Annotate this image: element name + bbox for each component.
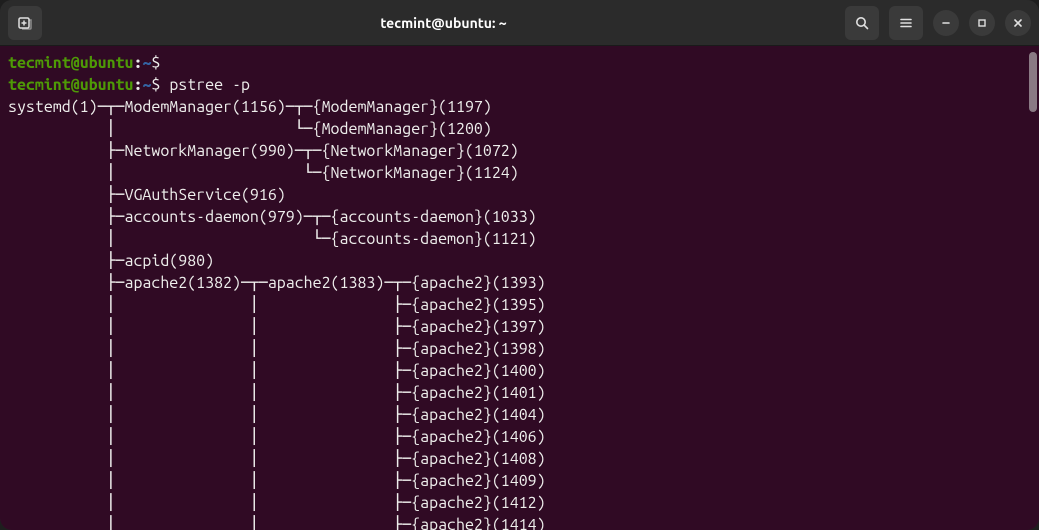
output-line: │ └─{accounts-daemon}(1121) <box>8 228 1031 250</box>
output-line: │ │ ├─{apache2}(1398) <box>8 338 1031 360</box>
output-line: │ │ ├─{apache2}(1400) <box>8 360 1031 382</box>
output-line: ├─apache2(1382)─┬─apache2(1383)─┬─{apach… <box>8 272 1031 294</box>
output-line: ├─acpid(980) <box>8 250 1031 272</box>
output-line: │ │ ├─{apache2}(1406) <box>8 426 1031 448</box>
prompt-at: @ <box>71 76 80 94</box>
maximize-icon <box>976 17 988 29</box>
scrollbar-thumb[interactable] <box>1029 52 1037 112</box>
command-text: pstree -p <box>169 76 250 94</box>
prompt-host: ubuntu <box>80 76 134 94</box>
new-tab-icon <box>17 15 33 31</box>
command-output: systemd(1)─┬─ModemManager(1156)─┬─{Modem… <box>8 96 1031 530</box>
titlebar: tecmint@ubuntu: ~ <box>0 0 1039 46</box>
titlebar-right <box>845 6 1031 40</box>
output-line: │ └─{NetworkManager}(1124) <box>8 162 1031 184</box>
output-line: │ │ ├─{apache2}(1395) <box>8 294 1031 316</box>
minimize-button[interactable] <box>933 10 959 36</box>
titlebar-left <box>8 6 42 40</box>
output-line: │ │ ├─{apache2}(1414) <box>8 514 1031 530</box>
window-title: tecmint@ubuntu: ~ <box>48 15 839 31</box>
output-line: ├─NetworkManager(990)─┬─{NetworkManager}… <box>8 140 1031 162</box>
terminal-body[interactable]: tecmint@ubuntu:~$ tecmint@ubuntu:~$ pstr… <box>0 46 1039 530</box>
prompt-user: tecmint <box>8 76 71 94</box>
search-button[interactable] <box>845 6 879 40</box>
output-line: │ └─{ModemManager}(1200) <box>8 118 1031 140</box>
hamburger-icon <box>898 15 914 31</box>
output-line: │ │ ├─{apache2}(1397) <box>8 316 1031 338</box>
menu-button[interactable] <box>889 6 923 40</box>
prompt-symbol: $ <box>151 76 160 94</box>
prompt-user: tecmint <box>8 54 71 72</box>
close-button[interactable] <box>1005 10 1031 36</box>
output-line: │ │ ├─{apache2}(1404) <box>8 404 1031 426</box>
terminal-window: tecmint@ubuntu: ~ <box>0 0 1039 530</box>
prompt-line-1: tecmint@ubuntu:~$ <box>8 52 1031 74</box>
maximize-button[interactable] <box>969 10 995 36</box>
output-line: systemd(1)─┬─ModemManager(1156)─┬─{Modem… <box>8 96 1031 118</box>
output-line: │ │ ├─{apache2}(1408) <box>8 448 1031 470</box>
prompt-at: @ <box>71 54 80 72</box>
output-line: ├─accounts-daemon(979)─┬─{accounts-daemo… <box>8 206 1031 228</box>
search-icon <box>854 15 870 31</box>
output-line: ├─VGAuthService(916) <box>8 184 1031 206</box>
new-tab-button[interactable] <box>8 6 42 40</box>
prompt-line-2: tecmint@ubuntu:~$ pstree -p <box>8 74 1031 96</box>
prompt-symbol: $ <box>151 54 160 72</box>
prompt-host: ubuntu <box>80 54 134 72</box>
output-line: │ │ ├─{apache2}(1412) <box>8 492 1031 514</box>
close-icon <box>1012 17 1024 29</box>
minimize-icon <box>940 17 952 29</box>
output-line: │ │ ├─{apache2}(1401) <box>8 382 1031 404</box>
output-line: │ │ ├─{apache2}(1409) <box>8 470 1031 492</box>
